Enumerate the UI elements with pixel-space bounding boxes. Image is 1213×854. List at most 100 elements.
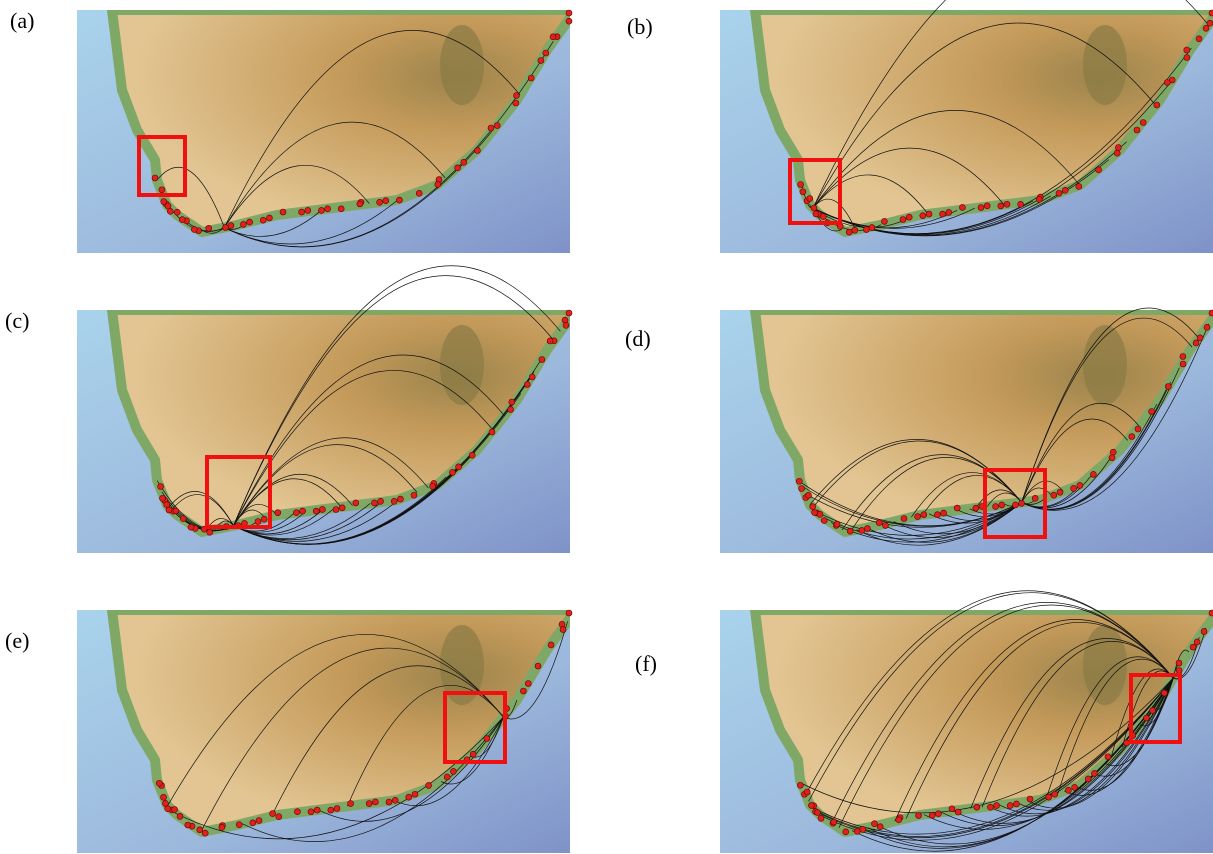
- site-dot: [1012, 502, 1018, 508]
- site-dot: [882, 522, 888, 528]
- site-dot: [456, 464, 462, 470]
- site-dot: [392, 797, 398, 803]
- site-dot: [547, 338, 553, 344]
- site-dot: [222, 225, 228, 231]
- site-dot: [863, 227, 869, 233]
- site-dot: [270, 811, 276, 817]
- site-dot: [179, 217, 185, 223]
- site-dot: [999, 502, 1005, 508]
- site-dot: [563, 322, 569, 328]
- site-dot: [173, 508, 179, 514]
- site-dot: [338, 206, 344, 212]
- site-dot: [1077, 482, 1083, 488]
- site-dot: [207, 529, 213, 535]
- site-dot: [949, 806, 955, 812]
- site-dot: [219, 824, 225, 830]
- site-dot: [1114, 150, 1120, 156]
- site-dot: [371, 500, 377, 506]
- site-dot: [318, 207, 324, 213]
- site-dot: [1154, 102, 1160, 108]
- figure: (a) (b) (c) (d) (e) (f): [0, 0, 1213, 854]
- site-dot: [250, 820, 256, 826]
- site-dot: [455, 165, 461, 171]
- site-dot: [1161, 690, 1167, 696]
- site-dot: [831, 819, 837, 825]
- site-dot: [1176, 660, 1182, 666]
- site-dot: [1051, 492, 1057, 498]
- site-dot: [820, 214, 826, 220]
- site-dot: [799, 486, 805, 492]
- site-dot: [560, 626, 566, 632]
- site-dot: [386, 799, 392, 805]
- site-dot: [1109, 455, 1115, 461]
- site-dot: [294, 809, 300, 815]
- site-dot: [435, 181, 441, 187]
- site-dot: [444, 774, 450, 780]
- site-dot: [852, 227, 858, 233]
- site-dot: [959, 204, 965, 210]
- site-dot: [941, 510, 947, 516]
- site-dot: [548, 642, 554, 648]
- site-dot: [524, 382, 530, 388]
- site-dot: [513, 100, 519, 106]
- site-dot: [1056, 190, 1062, 196]
- site-dot: [159, 187, 165, 193]
- site-dot: [539, 357, 545, 363]
- site-dot: [314, 807, 320, 813]
- site-dot: [430, 483, 436, 489]
- site-dot: [834, 521, 840, 527]
- site-dot: [946, 209, 952, 215]
- site-dot: [566, 10, 572, 16]
- site-dot: [188, 524, 194, 530]
- site-dot: [160, 495, 166, 501]
- site-dot: [299, 209, 305, 215]
- panel-label: (e): [5, 628, 29, 654]
- site-dot: [929, 812, 935, 818]
- site-dot: [520, 688, 526, 694]
- site-dot: [372, 799, 378, 805]
- site-dot: [900, 217, 906, 223]
- site-dot: [470, 751, 476, 757]
- site-dot: [1004, 201, 1010, 207]
- site-dot: [987, 804, 993, 810]
- site-dot: [247, 219, 253, 225]
- map-panel: [720, 308, 1213, 553]
- site-dot: [1115, 145, 1121, 151]
- site-dot: [815, 810, 821, 816]
- site-dot: [543, 50, 549, 56]
- site-dot: [308, 809, 314, 815]
- site-dot: [1076, 183, 1082, 189]
- site-dot: [1180, 361, 1186, 367]
- map-panel: [77, 10, 572, 253]
- site-dot: [383, 198, 389, 204]
- site-dot: [1085, 776, 1091, 782]
- site-dot: [1204, 324, 1210, 330]
- site-dot: [846, 229, 852, 235]
- site-dot: [161, 199, 167, 205]
- site-dot: [357, 201, 363, 207]
- site-dot: [509, 399, 515, 405]
- site-dot: [1032, 495, 1038, 501]
- site-dot: [256, 818, 262, 824]
- site-dot: [915, 514, 921, 520]
- site-dot: [276, 814, 282, 820]
- site-dot: [1057, 489, 1063, 495]
- site-dot: [300, 508, 306, 514]
- site-dot: [328, 807, 334, 813]
- site-dot: [864, 526, 870, 532]
- site-dot: [474, 148, 480, 154]
- site-dot: [488, 125, 494, 131]
- site-dot: [926, 211, 932, 217]
- site-dot: [1164, 80, 1170, 86]
- site-dot: [206, 225, 212, 231]
- site-dot: [333, 507, 339, 513]
- site-dot: [1134, 127, 1140, 133]
- site-dot: [800, 189, 806, 195]
- site-dot: [877, 824, 883, 830]
- site-dot: [978, 205, 984, 211]
- site-dot: [550, 34, 556, 40]
- site-dot: [1129, 434, 1135, 440]
- site-dot: [319, 506, 325, 512]
- site-dot: [260, 217, 266, 223]
- site-dot: [416, 190, 422, 196]
